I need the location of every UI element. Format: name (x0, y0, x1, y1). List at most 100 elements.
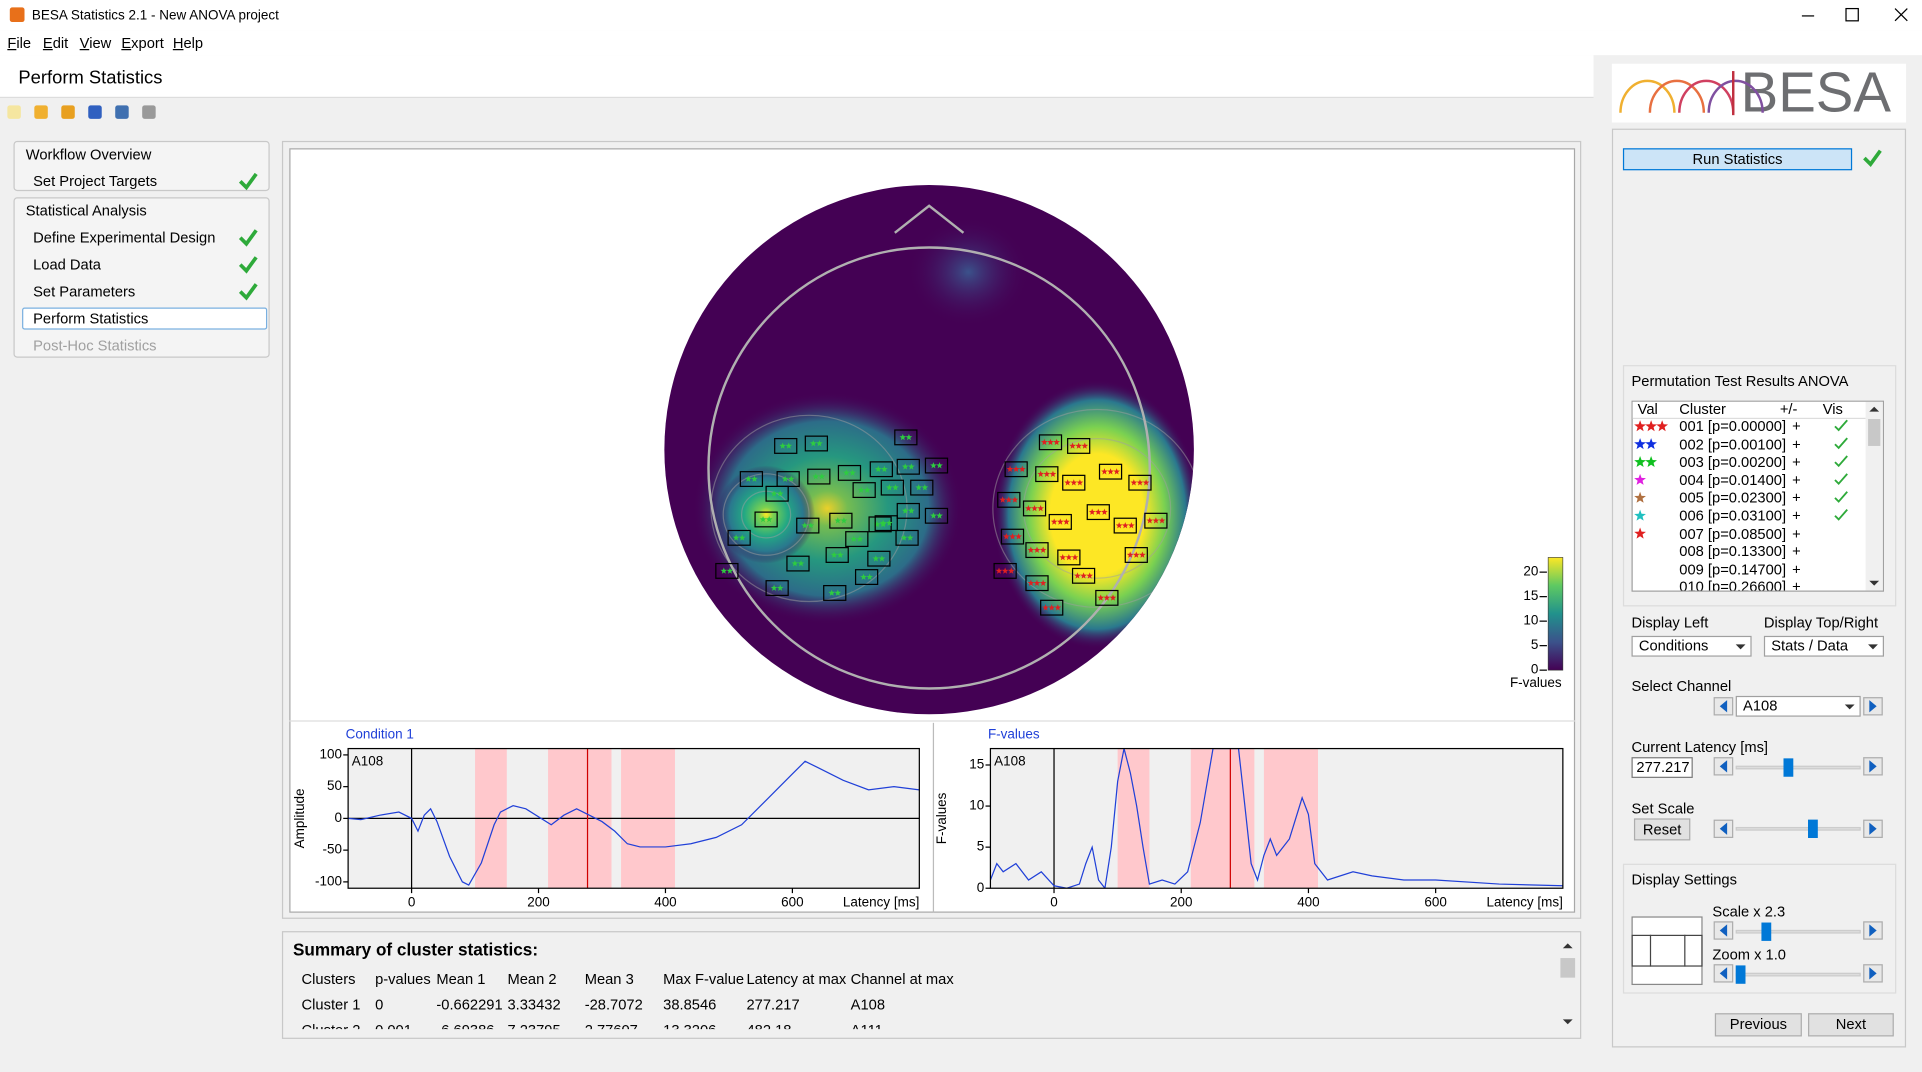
workflow-item[interactable]: Load Data (33, 256, 101, 274)
menu-item[interactable]: Edit (42, 34, 69, 52)
display-left-select[interactable]: Conditions (1631, 635, 1752, 657)
workflow-group-title: Statistical Analysis (25, 202, 147, 220)
selected-item (22, 307, 268, 330)
scale-label: Scale x 2.3 (1712, 902, 1786, 921)
list-column-header: +/- (1779, 400, 1798, 418)
cluster-label[interactable]: 003 [p=0.00200] (1679, 453, 1787, 471)
cluster-sign: + (1792, 560, 1801, 579)
menu-item[interactable]: View (79, 34, 112, 52)
layout-preview-divider (1649, 934, 1652, 967)
cluster-label[interactable]: 002 [p=0.00100] (1679, 435, 1787, 453)
workflow-item[interactable]: Perform Statistics (33, 309, 149, 328)
arrow-button[interactable] (1713, 964, 1734, 983)
cluster-label[interactable]: 007 [p=0.08500] (1679, 525, 1787, 543)
toolbar-icon[interactable] (142, 105, 156, 119)
toolbar-icon[interactable] (115, 105, 129, 119)
layout-preview-divider (1684, 934, 1686, 967)
display-top-label: Display Top/Right (1763, 613, 1879, 631)
list-scrollbar (1865, 401, 1883, 591)
cluster-label[interactable]: 005 [p=0.02300] (1679, 489, 1787, 507)
slider-track (1735, 826, 1861, 831)
table-header: Latency at max (746, 970, 847, 988)
workflow-item: Post-Hoc Statistics (33, 336, 157, 355)
display-left-label: Display Left (1631, 613, 1709, 631)
menu-item[interactable]: File (7, 34, 32, 52)
list-scroll-thumb (1868, 418, 1881, 446)
cluster-sign: + (1792, 507, 1801, 525)
layout-preview-cell (1631, 934, 1703, 967)
title-bar (0, 0, 1922, 31)
next-button[interactable]: Next (1808, 1013, 1894, 1037)
slider-thumb[interactable] (1808, 819, 1818, 838)
reset-button[interactable]: Reset (1633, 818, 1691, 841)
slider-thumb[interactable] (1735, 965, 1746, 984)
arrow-button[interactable] (1713, 697, 1734, 716)
table-cell: 38.8546 (663, 996, 717, 1014)
workflow-group-title: Workflow Overview (25, 145, 152, 163)
cluster-sign: + (1792, 542, 1801, 561)
slider-thumb[interactable] (1761, 922, 1772, 941)
cluster-sign: + (1792, 417, 1801, 435)
list-rows: 001 [p=0.00000] +002 [p=0.00100] +003 [p=0… (1633, 418, 1866, 591)
display-settings-title: Display Settings (1631, 871, 1737, 889)
table-cell: A108 (850, 996, 886, 1014)
arrow-button[interactable] (1863, 921, 1883, 940)
arrow-button[interactable] (1713, 921, 1734, 940)
header-band (0, 55, 1594, 99)
table-header: Max F-value (663, 970, 745, 988)
latency-label: Current Latency [ms] (1631, 738, 1769, 756)
channel-select[interactable]: A108 (1735, 695, 1861, 717)
toolbar-icon[interactable] (34, 105, 48, 119)
list-column-header: Cluster (1679, 400, 1726, 418)
workflow-item[interactable]: Set Parameters (33, 283, 136, 301)
list-header (1632, 401, 1866, 419)
table-cell: Cluster 1 (301, 996, 361, 1014)
summary-title: Summary of cluster statistics: (292, 939, 539, 960)
cluster-label[interactable]: 009 [p=0.14700] (1679, 560, 1787, 579)
workflow-group (13, 197, 270, 358)
scrollbar (1559, 938, 1577, 1035)
toolbar-icon[interactable] (88, 105, 102, 119)
cluster-sign: + (1792, 453, 1801, 471)
cluster-sign: + (1792, 435, 1801, 453)
workflow-item[interactable]: Define Experimental Design (33, 229, 216, 247)
cluster-sign: + (1792, 525, 1801, 543)
arrow-button[interactable] (1863, 697, 1883, 716)
cluster-label[interactable]: 008 [p=0.13300] (1679, 542, 1787, 561)
previous-button[interactable]: Previous (1714, 1013, 1802, 1037)
list-column-header: Vis (1822, 400, 1843, 418)
summary-table: Clusters p-values Mean 1 Mean 2 Mean 3 Max F-… (289, 963, 1552, 1029)
app-icon (9, 7, 25, 23)
display-top-select[interactable]: Stats / Data (1763, 635, 1885, 657)
menu-item[interactable]: Help (172, 34, 204, 52)
menu-item[interactable]: Export (121, 34, 164, 52)
slider-thumb[interactable] (1783, 758, 1794, 777)
table-cell: -28.7072 (584, 996, 643, 1014)
table-cell: 3.33432 (507, 996, 561, 1014)
arrow-button[interactable] (1863, 819, 1883, 838)
arrow-button[interactable] (1713, 757, 1734, 776)
table-header: Mean 2 (507, 970, 557, 988)
cluster-label[interactable]: 001 [p=0.00000] (1679, 417, 1787, 435)
chart-divider (932, 722, 935, 913)
layout-preview (1631, 916, 1703, 986)
arrow-button[interactable] (1863, 964, 1883, 983)
run-button[interactable]: Run Statistics (1622, 148, 1853, 171)
workflow-item[interactable]: Set Project Targets (33, 172, 158, 190)
cluster-label[interactable]: 006 [p=0.03100] (1679, 507, 1787, 525)
table-cell: A111 (851, 1021, 883, 1029)
latency-input[interactable]: 277.217 (1631, 757, 1693, 778)
table-header: Channel at max (850, 970, 954, 988)
toolbar-icon[interactable] (61, 105, 75, 119)
cluster-label[interactable]: 010 [p=0.26600] (1679, 578, 1787, 591)
arrow-button[interactable] (1713, 819, 1734, 838)
summary-panel (281, 931, 1582, 1039)
table-cell: -6.69386 (436, 1021, 494, 1029)
table-cell: 2.77607 (585, 1021, 638, 1029)
toolbar-icon[interactable] (7, 105, 21, 119)
arrow-button[interactable] (1863, 757, 1883, 776)
cluster-label[interactable]: 004 [p=0.01400] (1679, 471, 1787, 489)
table-cell: 13.3206 (663, 1021, 716, 1029)
